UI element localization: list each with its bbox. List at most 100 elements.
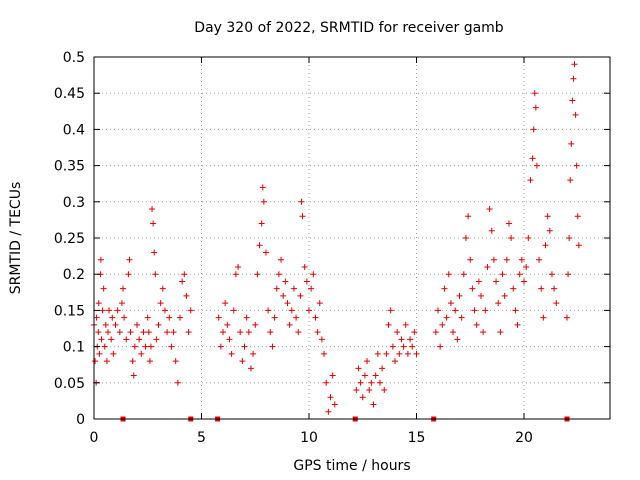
data-point	[480, 329, 487, 336]
data-point	[110, 350, 117, 357]
data-point	[224, 321, 231, 328]
data-point	[366, 387, 373, 394]
data-point	[398, 336, 405, 343]
data-point	[331, 401, 338, 408]
data-point	[235, 263, 242, 270]
data-point	[252, 321, 259, 328]
data-point	[467, 256, 474, 263]
data-point	[174, 379, 181, 386]
data-point	[361, 372, 368, 379]
data-point	[404, 350, 411, 357]
y-tick-label: 0.15	[54, 303, 85, 319]
data-point	[164, 329, 171, 336]
data-point	[478, 292, 484, 299]
data-point	[243, 314, 250, 321]
data-point	[145, 329, 152, 336]
data-point	[96, 350, 103, 357]
data-point	[411, 329, 418, 336]
data-point	[364, 358, 371, 365]
data-point	[374, 350, 381, 357]
data-point	[161, 307, 168, 314]
data-point	[407, 336, 414, 343]
data-point	[108, 336, 115, 343]
data-point	[501, 292, 508, 299]
x-tick-label: 10	[300, 430, 318, 446]
data-point	[432, 329, 439, 336]
data-point	[130, 372, 137, 379]
data-point	[99, 307, 106, 314]
data-point	[112, 321, 119, 328]
data-point	[183, 292, 190, 299]
data-point	[409, 343, 416, 350]
y-axis-label: SRMTID / TECUs	[8, 182, 24, 295]
data-point	[250, 350, 257, 357]
data-point	[530, 126, 537, 133]
data-point	[290, 285, 297, 292]
data-point	[454, 336, 461, 343]
data-point	[452, 307, 459, 314]
data-point	[103, 358, 110, 365]
data-point	[532, 104, 539, 111]
data-point	[97, 256, 104, 263]
data-point	[370, 401, 377, 408]
data-point	[497, 329, 504, 336]
data-point	[288, 307, 295, 314]
data-point	[295, 329, 302, 336]
data-point	[308, 285, 315, 292]
data-point	[486, 206, 493, 213]
data-point	[259, 184, 266, 191]
data-point	[92, 358, 99, 365]
data-point	[284, 300, 291, 307]
data-point	[482, 307, 489, 314]
y-tick-label: 0.2	[63, 267, 85, 283]
data-point	[473, 321, 480, 328]
data-point	[275, 271, 282, 278]
axis-ticks	[93, 56, 610, 420]
data-point	[151, 249, 158, 256]
data-point	[93, 314, 100, 321]
data-point	[136, 336, 143, 343]
data-point	[237, 329, 244, 336]
data-point	[372, 372, 379, 379]
data-point	[573, 162, 580, 169]
data-point	[187, 307, 194, 314]
data-point	[376, 379, 383, 386]
data-point	[247, 365, 254, 372]
data-point	[546, 227, 553, 234]
data-point	[127, 329, 134, 336]
data-point	[475, 278, 482, 285]
data-point	[357, 379, 364, 386]
data-point	[217, 343, 224, 350]
data-point	[166, 314, 173, 321]
data-point	[572, 111, 579, 118]
data-point	[575, 242, 582, 249]
data-point	[146, 358, 153, 365]
data-point	[437, 343, 444, 350]
data-point	[533, 162, 540, 169]
data-point	[316, 300, 323, 307]
data-point	[441, 285, 448, 292]
data-point	[144, 314, 151, 321]
data-point	[551, 285, 558, 292]
data-point	[321, 350, 328, 357]
grid-lines	[94, 57, 610, 419]
data-point	[149, 206, 156, 213]
data-point	[222, 300, 229, 307]
data-point	[392, 358, 398, 365]
data-point	[101, 343, 108, 350]
data-point	[402, 321, 409, 328]
data-point	[314, 329, 321, 336]
data-point	[458, 314, 465, 321]
data-point	[215, 314, 222, 321]
y-tick-label: 0.1	[63, 340, 85, 356]
data-point	[228, 350, 235, 357]
x-tick-label: 5	[197, 430, 206, 446]
data-point	[297, 292, 304, 299]
data-point	[443, 314, 450, 321]
y-tick-label: 0.3	[63, 195, 85, 211]
data-point	[456, 292, 463, 299]
data-point	[538, 285, 545, 292]
data-point	[460, 271, 467, 278]
data-point	[100, 285, 107, 292]
